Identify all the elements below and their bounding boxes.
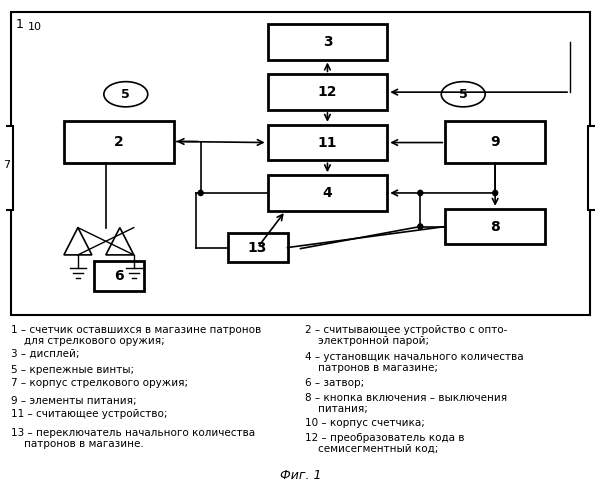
Bar bbox=[445, 208, 545, 244]
Text: для стрелкового оружия;: для стрелкового оружия; bbox=[24, 336, 165, 346]
Polygon shape bbox=[64, 228, 92, 255]
Text: 5 – крепежные винты;: 5 – крепежные винты; bbox=[11, 365, 134, 375]
Bar bbox=[267, 175, 388, 211]
Text: 9: 9 bbox=[490, 134, 500, 148]
Text: 7: 7 bbox=[4, 160, 11, 170]
Text: 2 – считывающее устройство с опто-: 2 – считывающее устройство с опто- bbox=[305, 325, 508, 335]
Bar bbox=[94, 261, 144, 290]
Bar bbox=[267, 74, 388, 110]
Text: 12 – преобразователь кода в: 12 – преобразователь кода в bbox=[305, 433, 465, 443]
Text: 12: 12 bbox=[318, 85, 337, 99]
Text: патронов в магазине.: патронов в магазине. bbox=[24, 439, 144, 449]
Bar bbox=[0, 126, 13, 210]
Text: Фиг. 1: Фиг. 1 bbox=[279, 469, 322, 482]
Bar bbox=[64, 120, 174, 162]
Text: 13 – переключатель начального количества: 13 – переключатель начального количества bbox=[11, 428, 255, 438]
Circle shape bbox=[493, 190, 498, 196]
Text: 3: 3 bbox=[323, 35, 332, 49]
Ellipse shape bbox=[441, 82, 485, 107]
Bar bbox=[267, 124, 388, 160]
Text: 1 – счетчик оставшихся в магазине патронов: 1 – счетчик оставшихся в магазине патрон… bbox=[11, 325, 261, 335]
Circle shape bbox=[198, 190, 203, 196]
Text: 8: 8 bbox=[490, 220, 500, 234]
Text: 5: 5 bbox=[121, 88, 130, 101]
Text: 11 – считающее устройство;: 11 – считающее устройство; bbox=[11, 409, 168, 419]
Text: 7 – корпус стрелкового оружия;: 7 – корпус стрелкового оружия; bbox=[11, 378, 188, 388]
Text: 10 – корпус счетчика;: 10 – корпус счетчика; bbox=[305, 418, 426, 428]
Polygon shape bbox=[106, 228, 134, 255]
Bar bbox=[267, 24, 388, 60]
Text: электронной парой;: электронной парой; bbox=[319, 336, 430, 346]
Circle shape bbox=[418, 224, 423, 229]
Text: 3 – дисплей;: 3 – дисплей; bbox=[11, 349, 79, 359]
Text: 2: 2 bbox=[114, 134, 124, 148]
Bar bbox=[588, 126, 601, 210]
Text: 5: 5 bbox=[459, 88, 468, 101]
Text: 4: 4 bbox=[323, 186, 332, 200]
Text: питания;: питания; bbox=[319, 404, 368, 414]
Text: 13: 13 bbox=[248, 240, 267, 254]
Text: 8 – кнопка включения – выключения: 8 – кнопка включения – выключения bbox=[305, 393, 508, 403]
Text: 10: 10 bbox=[28, 22, 42, 32]
Text: 1: 1 bbox=[16, 18, 24, 30]
Bar bbox=[228, 233, 287, 262]
Text: семисегментный код;: семисегментный код; bbox=[319, 444, 439, 454]
Ellipse shape bbox=[104, 82, 148, 107]
Text: 6: 6 bbox=[114, 269, 124, 283]
Text: 6 – затвор;: 6 – затвор; bbox=[305, 378, 365, 388]
Bar bbox=[445, 120, 545, 162]
Text: патронов в магазине;: патронов в магазине; bbox=[319, 363, 439, 373]
Text: 9 – элементы питания;: 9 – элементы питания; bbox=[11, 396, 136, 406]
Circle shape bbox=[418, 190, 423, 196]
Text: 4 – установщик начального количества: 4 – установщик начального количества bbox=[305, 352, 524, 362]
Text: 11: 11 bbox=[318, 136, 337, 149]
